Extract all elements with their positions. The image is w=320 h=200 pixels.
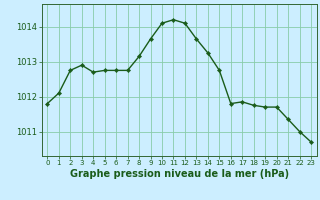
X-axis label: Graphe pression niveau de la mer (hPa): Graphe pression niveau de la mer (hPa) [70, 169, 289, 179]
